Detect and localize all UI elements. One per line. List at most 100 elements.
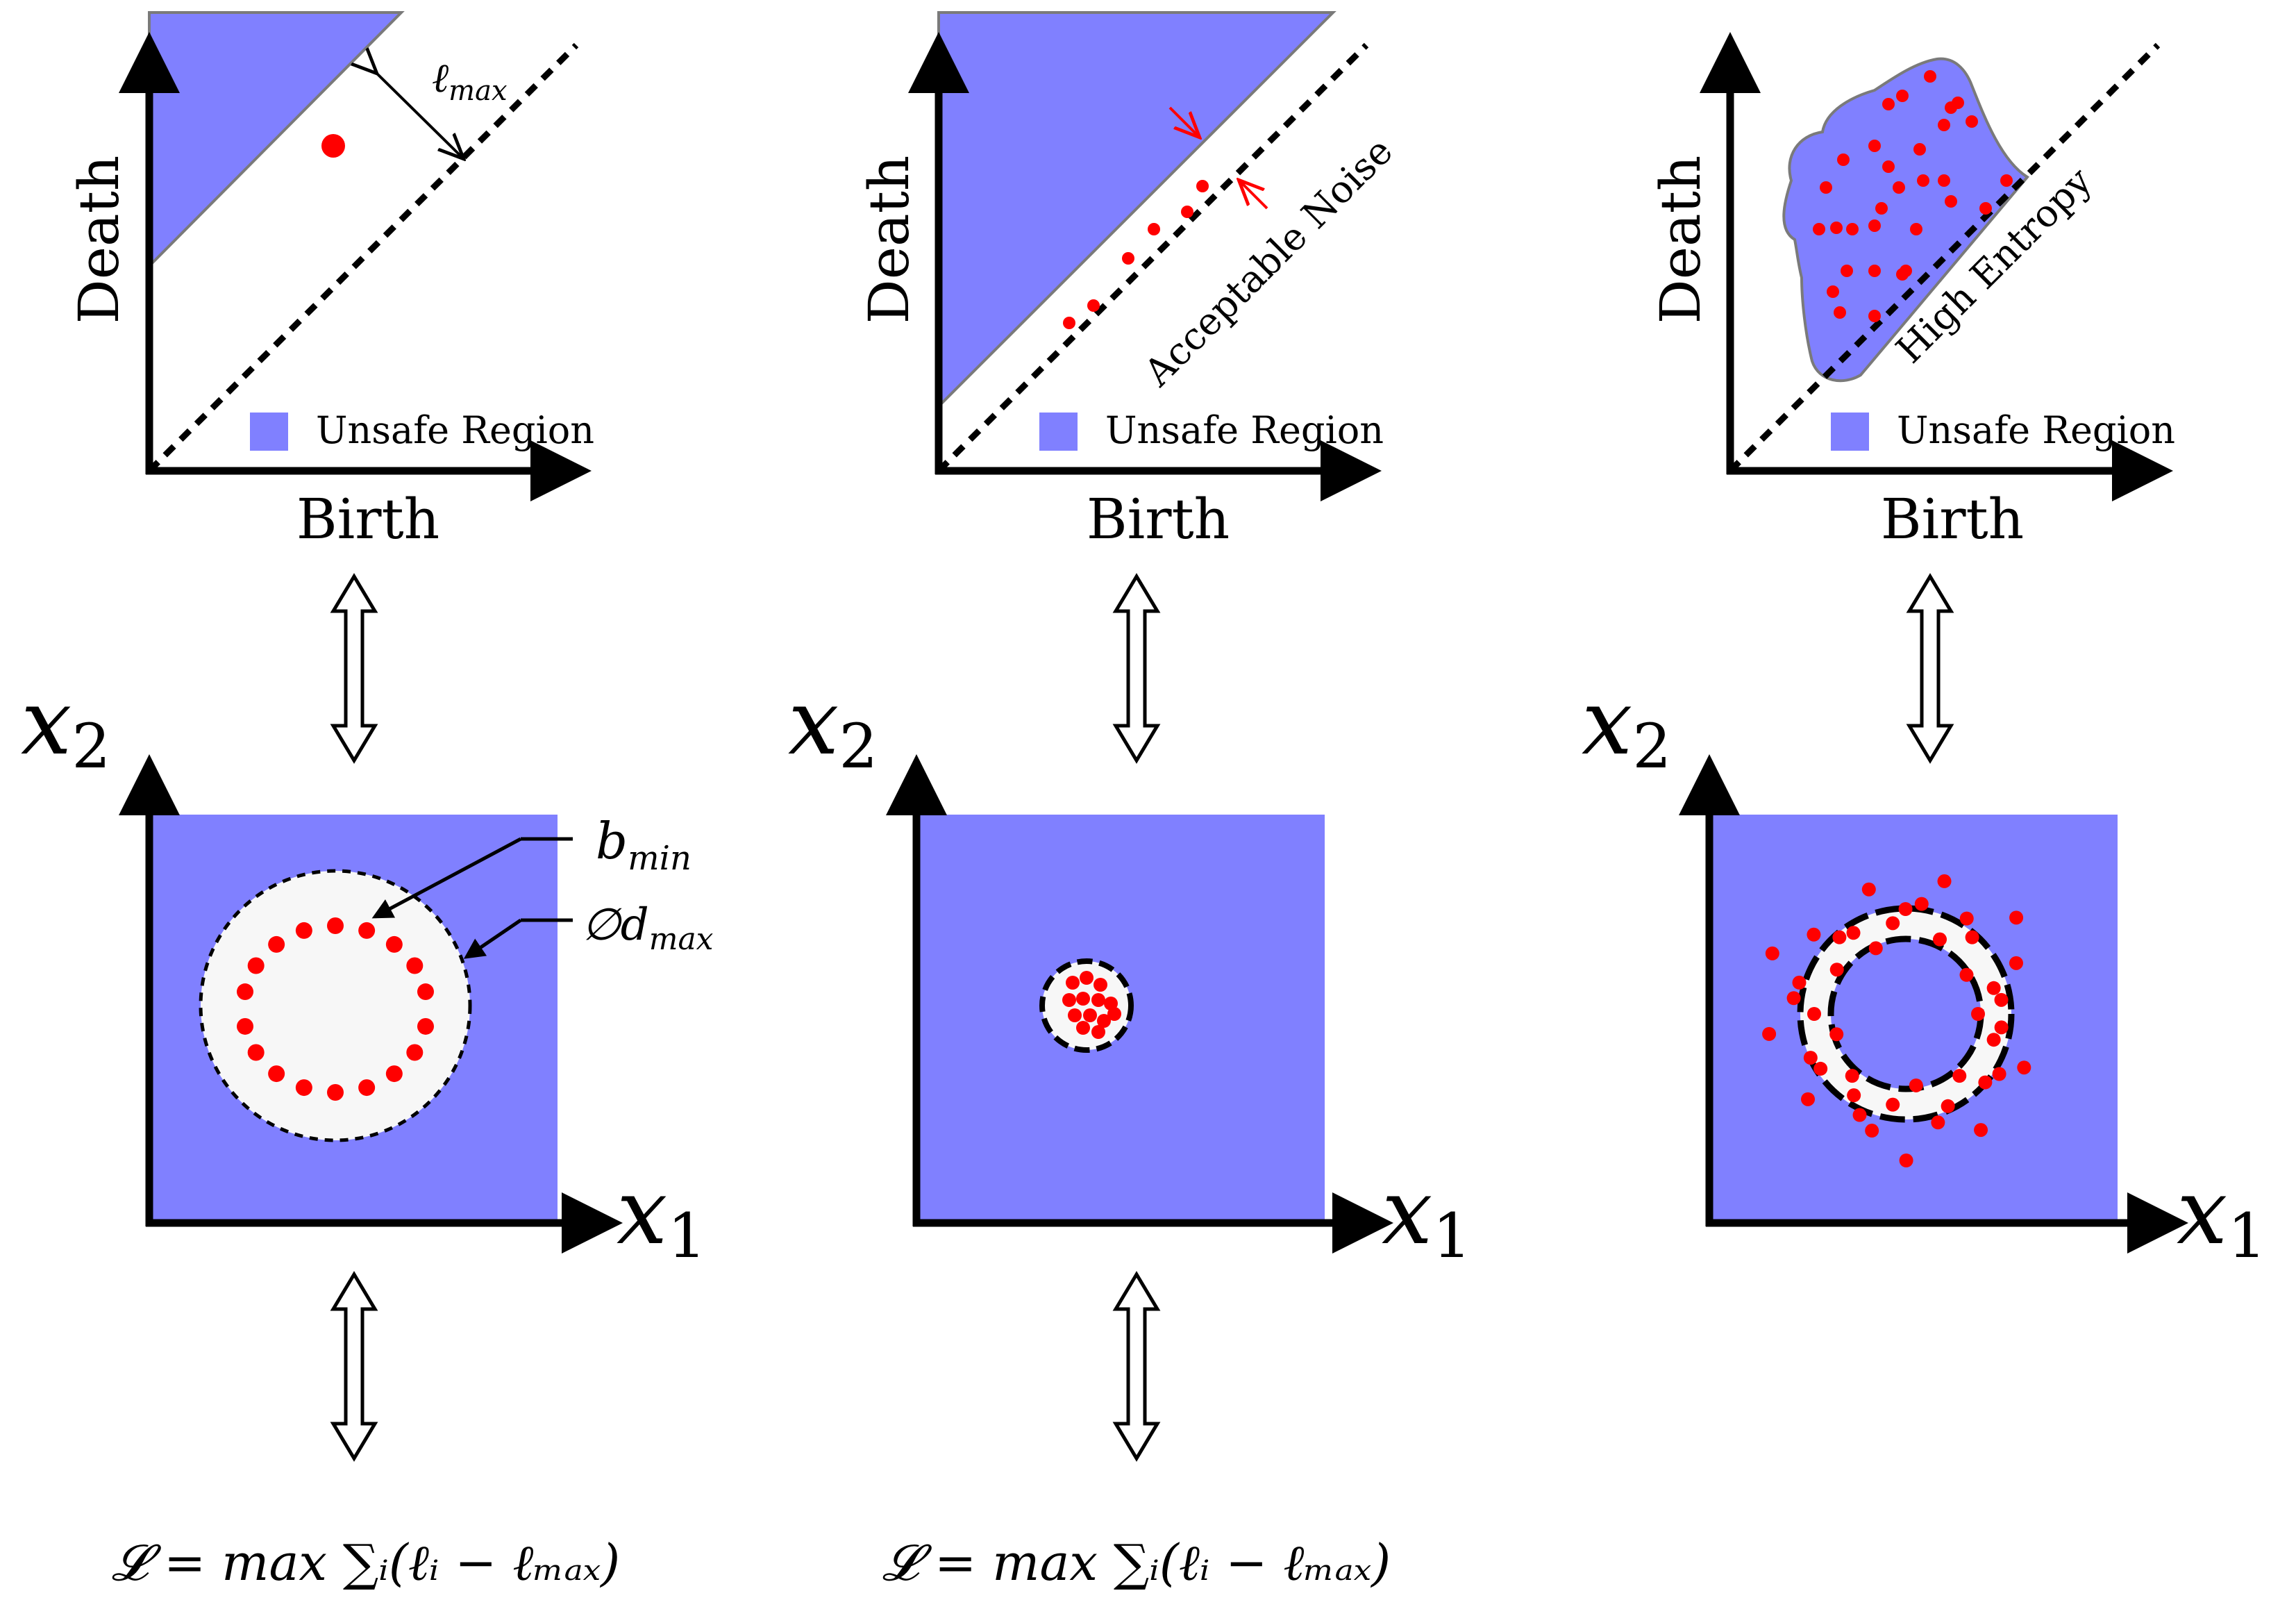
scatter-point: [1122, 252, 1134, 265]
scatter-point: [1971, 1007, 1985, 1021]
scatter-point: [1801, 1092, 1816, 1106]
scatter-point: [327, 917, 344, 934]
dmax-label: ∅dmax: [582, 899, 714, 957]
legend-label: Unsafe Region: [316, 408, 594, 452]
noise-arrow-bottom: [1241, 182, 1268, 210]
scatter-point: [1845, 1069, 1859, 1083]
scatter-point: [1832, 930, 1847, 944]
middle-persistence-diagram: Acceptable Noise Unsafe Region Birth Dea…: [857, 11, 1401, 551]
bmin-label: bmin: [596, 812, 692, 878]
scatter-point: [1978, 1075, 1993, 1090]
scatter-point: [247, 957, 265, 974]
bmin-callout-arrow: [371, 837, 522, 919]
scatter-point: [1917, 174, 1929, 187]
scatter-point: [247, 1044, 265, 1061]
scatter-point: [1868, 140, 1881, 152]
x1-label: x1: [617, 1159, 706, 1272]
dmax-callout-arrow: [463, 918, 522, 959]
scatter-point: [1803, 1051, 1818, 1065]
scatter-point: [1829, 1027, 1844, 1042]
scatter-point: [1900, 265, 1912, 277]
scatter-point: [1765, 946, 1779, 960]
scatter-point: [1762, 1026, 1777, 1041]
scatter-point: [1941, 1099, 1955, 1113]
scatter-point: [1914, 897, 1929, 911]
scatter-point: [1852, 1108, 1867, 1122]
scatter-point: [1931, 1115, 1945, 1130]
noise-points: [1063, 180, 1209, 329]
left-data-space: bmin ∅dmax x1 x2: [21, 669, 714, 1272]
x-axis-label: Birth: [296, 487, 439, 551]
y-axis-label: Death: [857, 156, 921, 324]
middle-data-space: x1 x2: [788, 669, 1471, 1272]
scatter-point: [1886, 916, 1900, 931]
legend-label: Unsafe Region: [1105, 408, 1384, 452]
unsafe-region: [937, 11, 1336, 410]
scatter-point: [1062, 993, 1076, 1007]
entropy-points: [1813, 70, 2013, 322]
legend-label: Unsafe Region: [1897, 408, 2175, 452]
scatter-point: [268, 935, 285, 953]
scatter-point: [1986, 1033, 2001, 1047]
scatter-point: [1076, 992, 1090, 1006]
scatter-point: [1861, 882, 1876, 897]
scatter-point: [268, 1065, 285, 1083]
x1-label: x1: [2177, 1159, 2266, 1272]
scatter-point: [1910, 223, 1922, 235]
scatter-point: [1868, 941, 1883, 956]
scatter-point: [1952, 1069, 1967, 1083]
scatter-point: [1913, 143, 1926, 156]
scatter-point: [2000, 174, 2013, 187]
scatter-point: [1820, 181, 1832, 194]
scatter-point: [1865, 1124, 1879, 1138]
right-persistence-diagram: High Entropy Unsafe Region Birth Death: [1648, 32, 2175, 551]
scatter-point: [1107, 1007, 1121, 1021]
legend-swatch: [250, 413, 288, 451]
scatter-point: [358, 1079, 376, 1097]
right-data-space: x1 x2: [1582, 669, 2266, 1272]
scatter-point: [1813, 1061, 1828, 1076]
diagonal-line: [146, 42, 579, 474]
scatter-point: [1063, 317, 1075, 329]
scatter-point: [417, 983, 434, 1001]
scatter-point: [1896, 90, 1909, 102]
scatter-point: [1986, 981, 2001, 995]
scatter-point: [1813, 223, 1825, 235]
equivalence-arrow: [330, 1271, 378, 1462]
left-persistence-diagram: ℓmax Unsafe Region Birth Death: [67, 11, 594, 551]
scatter-point: [1868, 219, 1881, 232]
scatter-point: [1847, 1088, 1861, 1103]
scatter-point: [1837, 153, 1850, 166]
scatter-point: [327, 1084, 344, 1101]
scatter-point: [1937, 874, 1952, 888]
scatter-point: [417, 1017, 434, 1035]
loss-formula: 𝓛 = max ∑ᵢ(ℓᵢ − ℓₘₐₓ): [882, 1533, 1391, 1592]
scatter-point: [1066, 976, 1080, 990]
scatter-point: [1087, 299, 1100, 312]
scatter-point: [1148, 223, 1160, 235]
noise-arrow-top: [1168, 106, 1198, 135]
legend-swatch: [1039, 413, 1078, 451]
scatter-point: [1807, 927, 1821, 942]
equivalence-arrow: [330, 573, 378, 764]
scatter-point: [1786, 991, 1801, 1006]
lmax-arrow: [375, 72, 462, 157]
y-axis-label: Death: [1648, 156, 1713, 324]
scatter-point: [1994, 992, 2009, 1007]
equivalence-arrow: [1112, 1271, 1161, 1462]
equivalence-arrow: [1112, 573, 1161, 764]
equivalence-arrow: [1906, 573, 1954, 764]
scatter-point: [1091, 993, 1105, 1007]
unsafe-blob: [1782, 57, 2030, 383]
scatter-point: [1827, 285, 1839, 298]
scatter-point: [1965, 930, 1979, 944]
scatter-point: [1083, 1008, 1097, 1022]
scatter-point: [1093, 978, 1107, 992]
x2-label: x2: [788, 669, 878, 782]
scatter-point: [1966, 115, 1978, 128]
scatter-point: [1868, 310, 1881, 322]
scatter-point: [1938, 119, 1950, 131]
scatter-point: [1841, 265, 1853, 277]
scatter-point: [1091, 1025, 1105, 1039]
